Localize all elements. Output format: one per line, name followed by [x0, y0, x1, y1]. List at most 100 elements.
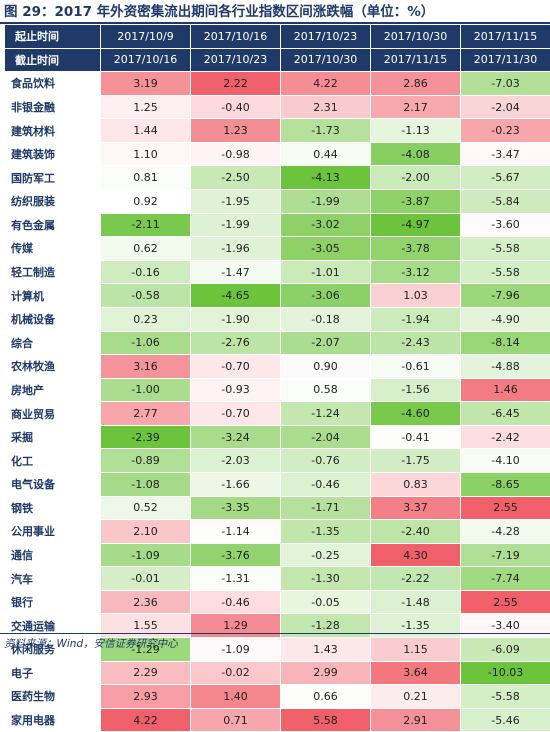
heat-cell: 0.23: [101, 307, 191, 331]
heat-cell: 3.19: [101, 72, 191, 96]
heat-cell: -3.78: [371, 237, 461, 261]
heat-cell: -0.70: [191, 355, 281, 379]
heat-cell: -1.47: [191, 260, 281, 284]
industry-label: 综合: [5, 331, 101, 355]
heat-cell: -2.03: [191, 449, 281, 473]
header-date: 2017/11/30: [461, 48, 550, 72]
heat-cell: -0.70: [191, 402, 281, 426]
industry-label: 农林牧渔: [5, 355, 101, 379]
industry-label: 国防军工: [5, 166, 101, 190]
heat-cell: -1.90: [191, 307, 281, 331]
heat-cell: 2.93: [101, 685, 191, 709]
heat-cell: 1.15: [371, 638, 461, 662]
header-label: 截止时间: [5, 48, 101, 72]
heat-cell: 1.03: [371, 284, 461, 308]
heat-cell: -6.09: [461, 638, 550, 662]
heat-cell: -8.65: [461, 472, 550, 496]
heat-cell: 2.22: [191, 72, 281, 96]
heat-cell: -1.35: [281, 520, 371, 544]
industry-label: 非银金融: [5, 95, 101, 119]
heat-cell: -1.30: [281, 567, 371, 591]
header-label: 起止时间: [5, 25, 101, 49]
heat-cell: -1.31: [191, 567, 281, 591]
heat-cell: -7.96: [461, 284, 550, 308]
heat-cell: -5.67: [461, 166, 550, 190]
table-row: 化工-0.89-2.03-0.76-1.75-4.10: [5, 449, 550, 473]
heat-cell: -3.12: [371, 260, 461, 284]
heat-cell: 4.30: [371, 543, 461, 567]
heat-cell: 0.83: [371, 472, 461, 496]
heat-cell: -4.65: [191, 284, 281, 308]
heat-cell: -1.99: [281, 190, 371, 214]
heat-cell: 0.92: [101, 190, 191, 214]
heat-cell: -0.98: [191, 142, 281, 166]
heat-cell: -1.48: [371, 590, 461, 614]
header-date: 2017/10/30: [371, 25, 461, 49]
heat-cell: -3.60: [461, 213, 550, 237]
heat-cell: 3.16: [101, 355, 191, 379]
table-row: 有色金属-2.11-1.99-3.02-4.97-3.60: [5, 213, 550, 237]
heat-cell: -4.97: [371, 213, 461, 237]
heat-cell: -4.08: [371, 142, 461, 166]
heat-cell: -1.09: [191, 638, 281, 662]
industry-label: 建筑材料: [5, 119, 101, 143]
industry-label: 计算机: [5, 284, 101, 308]
heat-cell: -5.84: [461, 190, 550, 214]
source-note: 资料来源：Wind，安信证券研究中心: [4, 636, 178, 652]
heat-cell: -1.73: [281, 119, 371, 143]
heat-cell: -0.40: [191, 95, 281, 119]
heat-cell: 2.77: [101, 402, 191, 426]
heat-cell: -1.75: [371, 449, 461, 473]
heat-cell: -0.61: [371, 355, 461, 379]
heat-cell: 0.66: [281, 685, 371, 709]
header-date: 2017/10/23: [281, 25, 371, 49]
header-date: 2017/10/30: [281, 48, 371, 72]
heat-cell: -1.96: [191, 237, 281, 261]
heat-cell: -1.24: [281, 402, 371, 426]
heat-cell: -0.02: [191, 661, 281, 685]
heat-cell: -6.45: [461, 402, 550, 426]
heat-cell: -2.04: [281, 425, 371, 449]
heat-cell: -7.74: [461, 567, 550, 591]
industry-label: 纺织服装: [5, 190, 101, 214]
heat-cell: -1.99: [191, 213, 281, 237]
heat-cell: 2.91: [371, 708, 461, 732]
heat-cell: -2.50: [191, 166, 281, 190]
heat-cell: 2.10: [101, 520, 191, 544]
heat-cell: -2.42: [461, 425, 550, 449]
heat-cell: 1.23: [191, 119, 281, 143]
industry-label: 电子: [5, 661, 101, 685]
heat-cell: 4.22: [101, 708, 191, 732]
industry-label: 钢铁: [5, 496, 101, 520]
heat-cell: -0.76: [281, 449, 371, 473]
heat-cell: 1.44: [101, 119, 191, 143]
heat-cell: -0.23: [461, 119, 550, 143]
heat-cell: -3.02: [281, 213, 371, 237]
industry-label: 公用事业: [5, 520, 101, 544]
heat-cell: 1.25: [101, 95, 191, 119]
heat-cell: -2.04: [461, 95, 550, 119]
industry-label: 采掘: [5, 425, 101, 449]
heat-cell: -4.13: [281, 166, 371, 190]
heat-cell: -0.25: [281, 543, 371, 567]
heat-cell: -0.05: [281, 590, 371, 614]
heat-cell: -3.24: [191, 425, 281, 449]
industry-label: 建筑装饰: [5, 142, 101, 166]
table-row: 综合-1.06-2.76-2.07-2.43-8.14: [5, 331, 550, 355]
figure-title: 图 29：2017 年外资密集流出期间各行业指数区间涨跌幅（单位：%）: [4, 2, 434, 22]
heat-cell: -0.18: [281, 307, 371, 331]
heat-cell: -3.47: [461, 142, 550, 166]
